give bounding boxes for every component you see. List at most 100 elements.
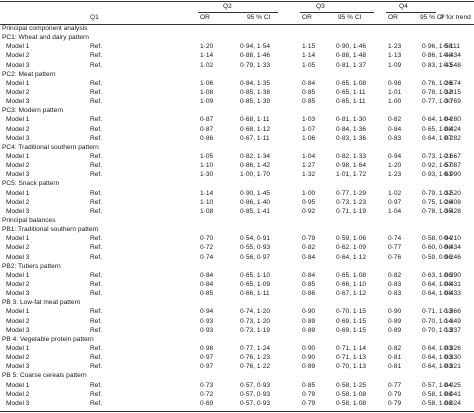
q3-ci-cell: 0·82, 1·33 (336, 153, 367, 160)
q3-ci-cell: 0·81, 1·37 (336, 61, 367, 69)
model-cell: Model 3 (6, 363, 30, 371)
model-cell: Model 2 (6, 281, 30, 288)
q1-ref-cell: Ref. (90, 134, 103, 142)
q1-ref-cell: Ref. (90, 390, 103, 398)
model-cell: Model 1 (6, 381, 30, 389)
table-row: Model 1 Ref. 1·06 0·84, 1·35 0·84 0·65, 1·08 0… (0, 79, 474, 89)
q4-ci-cell: 0·79, 1·32 (422, 189, 453, 197)
model-cell: Model 1 (6, 235, 30, 243)
table-row: Model 3 Ref. 1·08 0·85, 1·41 0·92 0·71, 1·19 1… (0, 207, 474, 217)
q3-or-cell: 1·04 (302, 153, 316, 160)
q3-ci-cell: 0·65, 1·11 (336, 89, 366, 96)
q4-ci-cell: 0·60, 0·98 (422, 244, 453, 252)
q3-ci-cell: 0·77, 1·29 (336, 189, 367, 197)
table-row: Model 2 Ref. 0·72 0·55, 0·93 0·82 0·62, 1·09 0… (0, 245, 474, 253)
q2-or-cell: 1·06 (200, 79, 214, 87)
q3-ci-cell: 0·58, 1·08 (336, 390, 367, 398)
p-trend-cell: 0·330 (444, 354, 461, 362)
q3-ci-cell: 0·98, 1·64 (336, 162, 367, 170)
q3-ci-cell: 0·65, 1·08 (336, 271, 367, 279)
q3-ci-cell: 0·59, 1·06 (336, 235, 367, 243)
table-row: Model 2 Ref. 1·08 0·85, 1·38 0·85 0·65, 1·11 1… (0, 89, 474, 98)
q3-or-cell: 1·32 (302, 171, 316, 179)
q1-ref-cell: Ref. (90, 52, 103, 60)
model-cell: Model 1 (6, 345, 30, 352)
q1-ref-cell: Ref. (90, 61, 103, 69)
q2-ci-cell: 0·85, 1·39 (240, 98, 271, 106)
q3-ci-cell: 1·01, 1·72 (336, 171, 367, 179)
header-or-q4: OR (388, 14, 398, 21)
model-cell: Model 3 (6, 207, 30, 215)
model-cell: Model 3 (6, 290, 30, 298)
q2-or-cell: 0·93 (200, 317, 214, 325)
header-ci-q2: 95 % CI (247, 14, 271, 21)
q3-or-cell: 0·86 (302, 290, 316, 298)
model-cell: Model 2 (6, 244, 30, 252)
q1-ref-cell: Ref. (90, 281, 103, 288)
table-row: Model 3 Ref. 1·09 0·85, 1·39 0·85 0·65, 1·11 1… (0, 99, 474, 107)
q3-or-cell: 1·07 (302, 125, 316, 133)
p-trend-cell: 0·321 (444, 363, 461, 371)
table-row: Model 2 Ref. 0·84 0·65, 1·09 0·85 0·66, 1·10 0… (0, 281, 474, 290)
q2-or-cell: 0·98 (200, 345, 214, 352)
q4-or-cell: 0·79 (388, 399, 402, 407)
q4-ci-cell: 0·78, 1·32 (422, 89, 453, 96)
table-row: Model 2 Ref. 0·93 0·73, 1·20 0·89 0·69, 1·15 0… (0, 317, 474, 327)
q2-or-cell: 0·72 (200, 244, 214, 252)
q1-ref-cell: Ref. (90, 290, 103, 298)
q4-or-cell: 0·81 (388, 354, 402, 362)
pattern-group-row: PC1: Wheat and dairy pattern (0, 35, 474, 43)
model-cell: Model 1 (6, 271, 30, 279)
q3-ci-cell: 0·71, 1·19 (336, 207, 367, 215)
q2-or-cell: 0·70 (200, 235, 214, 243)
q1-ref-cell: Ref. (90, 381, 103, 389)
section-label: Principal balances (2, 217, 56, 224)
p-trend-cell: 0·090 (444, 171, 461, 179)
header-p-rest: for trend (444, 14, 471, 21)
q1-ref-cell: Ref. (90, 317, 103, 325)
model-cell: Model 1 (6, 153, 30, 160)
pattern-label: PC4: Traditional southern pattern (2, 143, 99, 151)
table-row: Model 3 Ref. 1·02 0·79, 1·33 1·05 0·81, 1·37 1… (0, 61, 474, 71)
header-p-italic: P (440, 14, 445, 21)
p-trend-cell: 0·408 (444, 198, 461, 206)
q3-or-cell: 0·85 (302, 381, 316, 389)
q2-or-cell: 0·97 (200, 354, 214, 362)
q1-ref-cell: Ref. (90, 244, 103, 252)
p-trend-cell: 0·041 (444, 390, 461, 398)
p-trend-cell: 0·390 (444, 271, 461, 279)
q3-or-cell: 1·15 (302, 43, 316, 51)
q3-ci-cell: 0·71, 1·14 (336, 345, 367, 352)
q3-ci-cell: 0·66, 1·10 (336, 281, 367, 288)
q3-or-cell: 1·05 (302, 61, 316, 69)
q3-ci-cell: 0·88, 1·48 (336, 52, 367, 60)
q4-or-cell: 0·74 (388, 235, 402, 243)
q2-or-cell: 1·08 (200, 207, 214, 215)
table-row: Model 3 Ref. 0·85 0·66, 1·11 0·86 0·67, 1·12 0… (0, 291, 474, 299)
q3-or-cell: 0·82 (302, 244, 316, 252)
q3-ci-cell: 0·58, 1·08 (336, 399, 367, 407)
q2-or-cell: 1·02 (200, 61, 214, 69)
table-row: Model 1 Ref. 1·14 0·90, 1·45 1·00 0·77, 1·29 1… (0, 189, 474, 199)
q2-ci-cell: 0·68, 1·12 (240, 125, 271, 133)
q2-or-cell: 0·97 (200, 363, 214, 371)
model-cell: Model 2 (6, 317, 30, 325)
q4-or-cell: 0·81 (388, 363, 402, 371)
q2-ci-cell: 0·84, 1·35 (240, 79, 271, 87)
table-row: Model 3 Ref. 0·97 0·76, 1·22 0·89 0·70, 1·13 0… (0, 364, 474, 372)
table-row: Model 1 Ref. 0·94 0·74, 1·20 0·90 0·70, 1·15 0… (0, 309, 474, 317)
q2-or-cell: 0·74 (200, 253, 214, 261)
q4-or-cell: 0·77 (388, 244, 402, 252)
model-cell: Model 3 (6, 134, 30, 142)
header-q4: Q4 (399, 3, 408, 10)
q2-ci-cell: 1·00, 1·70 (240, 171, 271, 179)
q4-ci-cell: 0·57, 1·04 (422, 381, 453, 389)
q3-ci-cell: 0·69, 1·15 (336, 326, 367, 334)
model-cell: Model 1 (6, 43, 30, 51)
q4-or-cell: 0·90 (388, 308, 402, 316)
q2-or-cell: 1·10 (200, 162, 214, 170)
q4-ci-cell: 0·70, 1·13 (422, 326, 453, 334)
p-trend-cell: 0·520 (444, 189, 461, 197)
top-rule (0, 1, 474, 2)
pattern-label: PB 4: Vegetable protein pattern (2, 335, 94, 343)
